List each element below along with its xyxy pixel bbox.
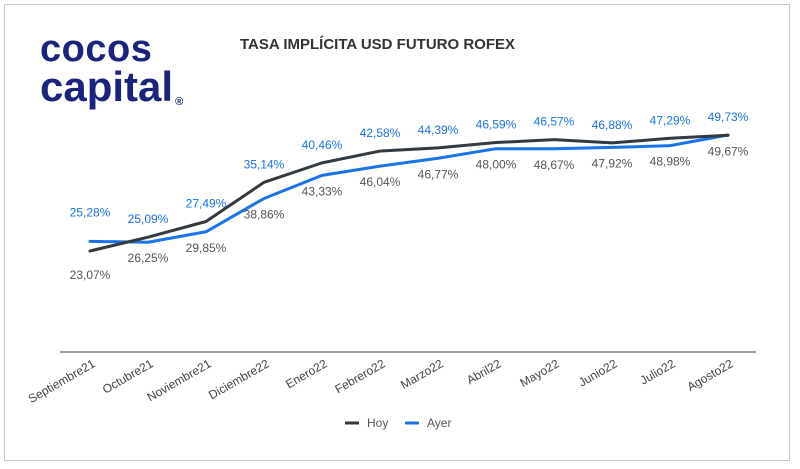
data-label-ayer: 25,09% (128, 212, 169, 226)
x-tick-label: Marzo22 (398, 356, 446, 392)
data-label-ayer: 46,59% (476, 118, 517, 132)
legend-label-ayer: Ayer (427, 416, 451, 430)
data-label-ayer: 40,46% (302, 138, 343, 152)
x-tick-label: Abril22 (464, 356, 504, 387)
cocos-capital-logo: cocos capital ® (40, 30, 183, 108)
x-tick-label: Febrero22 (333, 356, 388, 396)
data-label-ayer: 46,57% (534, 115, 575, 129)
x-tick-label: Septiembre21 (26, 356, 98, 406)
data-label-hoy: 46,77% (418, 167, 459, 181)
registered-mark: ® (175, 96, 184, 108)
data-label-hoy: 43,33% (302, 184, 343, 198)
x-tick-label: Enero22 (283, 356, 330, 391)
data-label-ayer: 25,28% (70, 205, 111, 219)
data-label-hoy: 23,07% (70, 268, 111, 282)
data-label-hoy: 49,67% (708, 144, 749, 158)
x-tick-label: Agosto22 (685, 356, 736, 394)
data-label-hoy: 48,67% (534, 158, 575, 172)
chart-title: TASA IMPLÍCITA USD FUTURO ROFEX (240, 36, 515, 53)
data-label-hoy: 29,85% (186, 241, 227, 255)
data-label-ayer: 49,73% (708, 110, 749, 124)
x-tick-label: Mayo22 (518, 356, 562, 390)
legend-label-hoy: Hoy (367, 416, 388, 430)
data-label-hoy: 47,92% (592, 156, 633, 170)
series-line-ayer (88, 133, 730, 244)
x-tick-label: Julio22 (638, 356, 678, 387)
data-label-ayer: 35,14% (244, 157, 285, 171)
data-label-hoy: 46,04% (360, 175, 401, 189)
chart-frame (4, 4, 790, 461)
data-label-ayer: 27,49% (186, 197, 227, 211)
data-label-hoy: 38,86% (244, 207, 285, 221)
logo-line-1: cocos (40, 28, 153, 70)
x-tick-label: Diciembre22 (206, 356, 272, 402)
data-label-hoy: 26,25% (128, 251, 169, 265)
data-label-ayer: 42,58% (360, 126, 401, 140)
logo-line-2: capital (40, 63, 174, 110)
x-tick-label: Junio22 (576, 356, 620, 389)
series-line-hoy (88, 133, 730, 253)
data-label-ayer: 46,88% (592, 118, 633, 132)
data-label-ayer: 47,29% (650, 113, 691, 127)
x-tick-label: Noviembre21 (145, 356, 214, 404)
data-label-hoy: 48,98% (650, 155, 691, 169)
data-label-ayer: 44,39% (418, 123, 459, 137)
data-label-hoy: 48,00% (476, 158, 517, 172)
